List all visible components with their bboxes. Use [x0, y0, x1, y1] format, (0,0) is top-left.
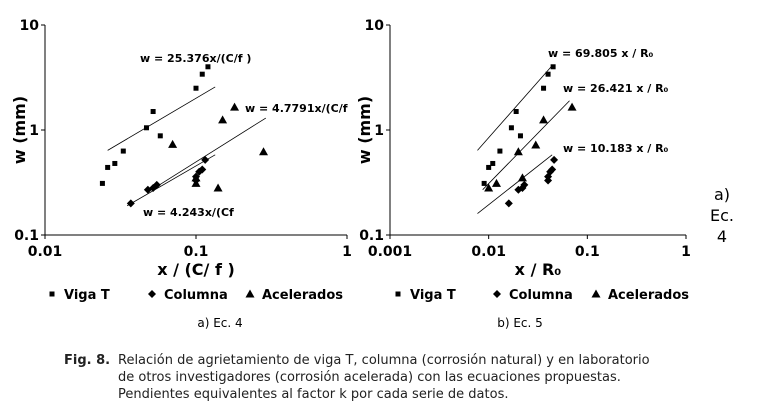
point: [259, 147, 269, 156]
fit-line: [154, 117, 267, 189]
point: [539, 115, 549, 124]
y-axis-title: w (mm): [355, 96, 374, 164]
point: [550, 64, 556, 70]
caption-label: Fig. 8.: [64, 353, 111, 368]
point: [484, 183, 494, 192]
point: [481, 180, 487, 186]
point: [508, 125, 514, 131]
legend-label: Viga T: [64, 288, 110, 303]
point: [191, 178, 201, 187]
caption-line: Relación de agrietamiento de viga T, col…: [118, 353, 650, 368]
point: [199, 71, 205, 77]
x-tick-label: 0.1: [184, 244, 209, 260]
fit-line: [477, 65, 553, 151]
point: [504, 199, 513, 208]
point: [513, 147, 523, 156]
point: [567, 102, 577, 111]
point: [545, 71, 551, 77]
fit-label: w = 4.7791x/(C/f: [245, 102, 348, 115]
x-tick-label: 1: [342, 244, 352, 260]
legend-label: Acelerados: [608, 288, 689, 303]
point: [517, 173, 527, 182]
point: [218, 115, 228, 124]
fit-label: w = 10.183 x / R₀: [563, 142, 669, 155]
point: [112, 160, 118, 166]
subcaption: b) Ec. 5: [497, 316, 543, 330]
side-label: 4: [717, 227, 727, 246]
point: [491, 178, 501, 187]
point: [490, 160, 496, 166]
point: [126, 199, 135, 208]
y-axis-title: w (mm): [10, 96, 29, 164]
point: [548, 165, 557, 174]
x-tick-label: 1: [681, 244, 691, 260]
point: [591, 289, 601, 298]
point: [520, 180, 529, 189]
y-tick-label: 1: [374, 123, 384, 139]
caption-line: de otros investigadores (corrosión acele…: [118, 370, 621, 385]
point: [49, 291, 55, 297]
fit-label: w = 25.376x/(C/f ): [140, 52, 251, 65]
point: [513, 109, 519, 115]
fit-label: w = 4.243x/(Cf: [143, 206, 234, 219]
fit-line: [482, 100, 570, 190]
point: [157, 133, 163, 139]
point: [99, 180, 105, 186]
point: [201, 155, 210, 164]
point: [497, 148, 503, 154]
point: [105, 164, 111, 170]
point: [152, 180, 161, 189]
subcaption: a) Ec. 4: [197, 316, 242, 330]
point: [486, 164, 492, 170]
x-tick-label: 0.1: [575, 244, 600, 260]
point: [193, 85, 199, 91]
x-tick-label: 0.01: [471, 244, 506, 260]
point: [120, 148, 126, 154]
fit-label: w = 69.805 x / R₀: [548, 47, 654, 60]
point: [143, 125, 149, 131]
point: [395, 291, 401, 297]
legend-label: Acelerados: [262, 288, 343, 303]
point: [245, 289, 255, 298]
y-tick-label: 0.1: [359, 228, 384, 244]
caption-line: Pendientes equivalentes al factor k por …: [118, 387, 509, 402]
y-tick-label: 0.1: [14, 228, 39, 244]
point: [213, 183, 223, 192]
point: [531, 140, 541, 149]
y-tick-label: 1: [29, 123, 39, 139]
figure-caption: Fig. 8. Relación de agrietamiento de vig…: [64, 352, 650, 403]
point: [541, 85, 547, 91]
point: [168, 139, 178, 148]
fit-label: w = 26.421 x / R₀: [563, 82, 669, 95]
x-tick-label: 0.01: [28, 244, 63, 260]
point: [148, 290, 156, 298]
x-tick-label: 0.001: [368, 244, 412, 260]
legend-label: Columna: [164, 288, 228, 303]
point: [493, 290, 501, 298]
x-axis-title: x / R₀: [515, 260, 562, 279]
y-tick-label: 10: [20, 18, 40, 34]
legend-label: Columna: [509, 288, 573, 303]
point: [191, 173, 201, 182]
point: [230, 102, 240, 111]
fit-line: [477, 154, 553, 214]
x-axis-title: x / (C/ f ): [157, 260, 235, 279]
y-tick-label: 10: [365, 18, 385, 34]
point: [517, 133, 523, 139]
point: [205, 64, 211, 70]
point: [550, 155, 559, 164]
fit-line: [126, 154, 216, 207]
side-label: a): [714, 185, 730, 204]
legend-label: Viga T: [410, 288, 456, 303]
point: [198, 165, 207, 174]
side-label: Ec.: [710, 206, 734, 225]
point: [150, 109, 156, 115]
fit-line: [107, 86, 216, 151]
